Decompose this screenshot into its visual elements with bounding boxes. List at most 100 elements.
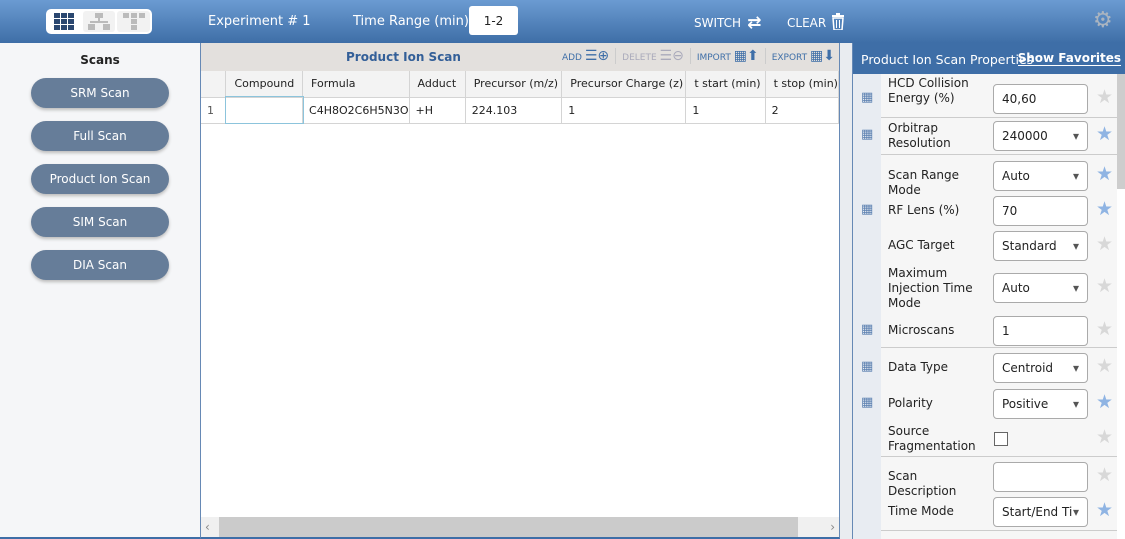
property-dropdown[interactable]: Positive ▾ xyxy=(993,388,1088,419)
property-dropdown[interactable]: Centroid ▾ xyxy=(993,352,1088,383)
property-label: AGC Target xyxy=(888,238,955,252)
property-dropdown[interactable]: 240000 ▾ xyxy=(993,120,1088,151)
property-dropdown[interactable]: Auto ▾ xyxy=(993,160,1088,191)
vertical-scrollbar[interactable] xyxy=(1117,74,1125,539)
table-grid-icon[interactable]: ▦ xyxy=(861,358,874,374)
property-input[interactable]: 70 xyxy=(993,195,1088,226)
property-label: Microscans xyxy=(888,323,955,337)
property-value: Centroid xyxy=(1002,360,1054,375)
favorite-star-icon[interactable]: ★ xyxy=(1096,498,1114,521)
column-header[interactable]: Compound xyxy=(225,71,304,98)
column-header[interactable]: t start (min) xyxy=(685,71,766,98)
time-range-label: Time Range (min) xyxy=(353,14,469,29)
view-mode-switcher xyxy=(46,9,152,34)
favorite-star-icon[interactable]: ★ xyxy=(1096,162,1114,185)
time-range-input[interactable]: 1-2 xyxy=(469,6,518,35)
export-icon: ▦⬇ xyxy=(810,48,835,64)
import-icon: ▦⬆ xyxy=(733,48,759,64)
table-cell[interactable]: 1 xyxy=(685,97,766,124)
favorite-star-icon[interactable]: ★ xyxy=(1096,122,1114,145)
property-row: ▦ Polarity Positive ▾ ★ xyxy=(853,386,1118,421)
scrollbar-thumb[interactable] xyxy=(1117,74,1125,189)
property-checkbox[interactable] xyxy=(994,431,1008,446)
scans-title: Scans xyxy=(80,53,120,67)
show-favorites-link[interactable]: Show Favorites xyxy=(1017,51,1121,66)
delete-button[interactable]: DELETE ☰⊖ xyxy=(622,48,684,64)
tree-view-icon[interactable] xyxy=(82,11,116,32)
horizontal-scrollbar[interactable]: ‹ › xyxy=(201,517,839,537)
delete-label: DELETE xyxy=(622,53,657,63)
property-value: 40,60 xyxy=(1002,91,1037,106)
scan-table-panel: Product Ion Scan ADD ☰⊕ DELETE ☰⊖ IMPORT… xyxy=(200,43,840,539)
property-row: Source Fragmentation ★ xyxy=(853,421,1118,456)
scroll-left-icon[interactable]: ‹ xyxy=(205,520,210,534)
table-cell[interactable]: 1 xyxy=(561,97,687,124)
property-label: Source Fragmentation xyxy=(888,423,976,453)
delete-row-icon: ☰⊖ xyxy=(659,48,684,64)
table-cell[interactable]: 224.103 xyxy=(465,97,563,124)
property-label: Time Mode xyxy=(888,504,954,518)
property-row: Time Mode Start/End Ti ▾ ★ xyxy=(853,494,1118,529)
scan-type-button[interactable]: SIM Scan xyxy=(31,207,169,237)
property-input[interactable]: 1 xyxy=(993,315,1088,346)
property-label: Polarity xyxy=(888,396,933,410)
property-dropdown[interactable]: Standard ▾ xyxy=(993,230,1088,261)
scan-table: Compound Formula Adduct Precursor (m/z) Prec… xyxy=(201,71,840,124)
table-grid-icon[interactable]: ▦ xyxy=(861,201,874,217)
favorite-star-icon[interactable]: ★ xyxy=(1096,197,1114,220)
import-label: IMPORT xyxy=(696,53,731,63)
property-row: ▦ RF Lens (%) 70 ★ xyxy=(853,193,1118,228)
scroll-right-icon[interactable]: › xyxy=(830,520,835,534)
favorite-star-icon[interactable]: ★ xyxy=(1096,390,1114,413)
table-cell[interactable] xyxy=(224,96,304,124)
layout-view-icon[interactable] xyxy=(117,11,151,32)
trash-icon xyxy=(832,13,845,33)
column-header[interactable]: Adduct xyxy=(409,71,466,98)
table-toolbar: Product Ion Scan ADD ☰⊕ DELETE ☰⊖ IMPORT… xyxy=(201,43,839,71)
table-grid-icon[interactable]: ▦ xyxy=(861,321,874,337)
scrollbar-thumb[interactable] xyxy=(219,517,798,537)
table-title: Product Ion Scan xyxy=(346,50,461,64)
row-divider xyxy=(881,117,1118,118)
column-header[interactable]: t stop (min) xyxy=(765,71,840,98)
property-input[interactable]: 40,60 xyxy=(993,83,1088,114)
scan-type-button[interactable]: Product Ion Scan xyxy=(31,164,169,194)
column-header[interactable]: Precursor (m/z) xyxy=(465,71,563,98)
row-number: 1 xyxy=(201,97,227,124)
import-button[interactable]: IMPORT ▦⬆ xyxy=(697,48,759,64)
property-value: 1 xyxy=(1002,323,1010,338)
table-cell[interactable]: C4H8O2C6H5N3O xyxy=(302,97,410,124)
favorite-star-icon[interactable]: ★ xyxy=(1096,275,1114,297)
property-dropdown[interactable]: Auto ▾ xyxy=(993,273,1088,303)
scan-type-button[interactable]: Full Scan xyxy=(31,121,169,151)
table-cell[interactable]: +H xyxy=(409,97,466,124)
clear-button[interactable]: CLEAR xyxy=(787,13,845,33)
chevron-down-icon: ▾ xyxy=(1072,168,1079,183)
table-cell[interactable]: 2 xyxy=(765,97,840,124)
scan-type-button[interactable]: DIA Scan xyxy=(31,250,169,280)
favorite-star-icon[interactable]: ★ xyxy=(1096,354,1114,377)
switch-button[interactable]: SWITCH ⇄ xyxy=(694,13,761,33)
grid-view-icon[interactable] xyxy=(48,11,81,32)
chevron-down-icon: ▾ xyxy=(1072,396,1079,411)
add-button[interactable]: ADD ☰⊕ xyxy=(562,48,609,64)
settings-gear-icon[interactable]: ⚙ xyxy=(1093,8,1113,33)
scan-type-button[interactable]: SRM Scan xyxy=(31,78,169,108)
favorite-star-icon[interactable]: ★ xyxy=(1096,85,1114,108)
table-row[interactable]: 1 C4H8O2C6H5N3O +H 224.103 1 1 2 xyxy=(201,96,840,124)
table-grid-icon[interactable]: ▦ xyxy=(861,126,874,142)
favorite-star-icon[interactable]: ★ xyxy=(1096,317,1114,340)
column-header[interactable]: Precursor Charge (z) xyxy=(561,71,687,98)
table-grid-icon[interactable]: ▦ xyxy=(861,394,874,410)
export-button[interactable]: EXPORT ▦⬇ xyxy=(772,48,835,64)
favorite-star-icon[interactable]: ★ xyxy=(1096,463,1114,486)
property-dropdown[interactable]: Start/End Ti ▾ xyxy=(993,496,1088,527)
favorite-star-icon[interactable]: ★ xyxy=(1096,232,1114,255)
table-grid-icon[interactable]: ▦ xyxy=(861,89,874,105)
favorite-star-icon[interactable]: ★ xyxy=(1096,425,1114,448)
chevron-down-icon: ▾ xyxy=(1072,238,1079,253)
property-row: AGC Target Standard ▾ ★ xyxy=(853,228,1118,263)
property-row: Scan Range Mode Auto ▾ ★ xyxy=(853,158,1118,197)
property-input[interactable] xyxy=(993,461,1088,492)
column-header[interactable]: Formula xyxy=(302,71,410,98)
